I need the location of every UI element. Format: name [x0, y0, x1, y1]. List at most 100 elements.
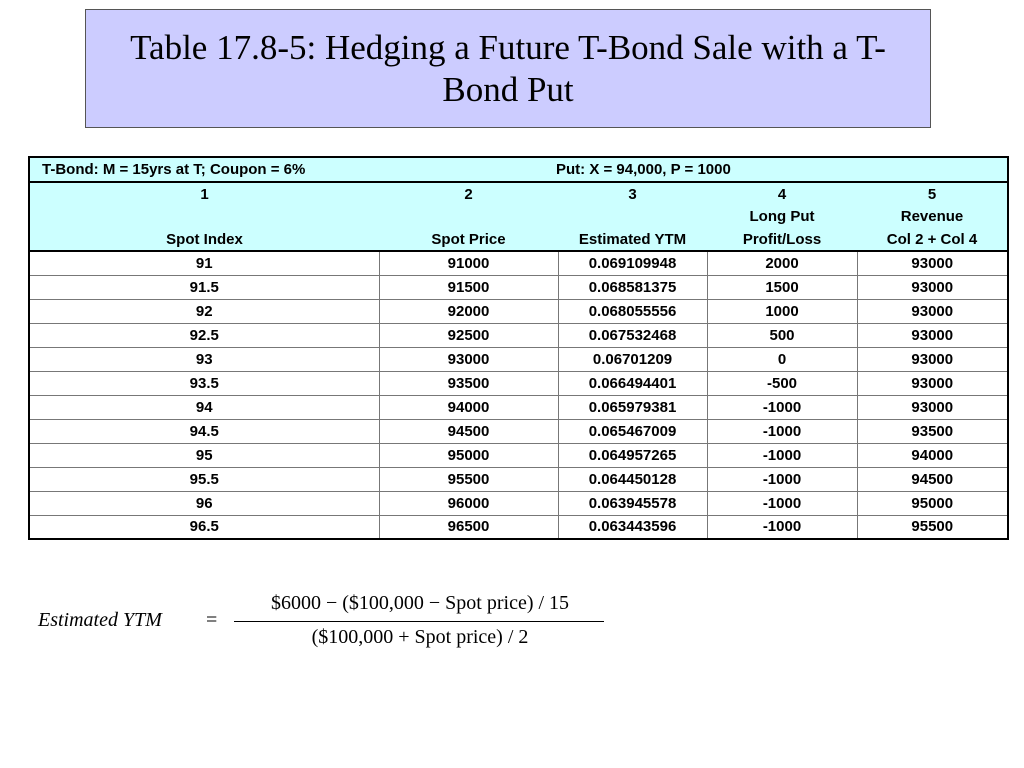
table-cell: -1000 [706, 442, 858, 468]
table-cell: 92.5 [28, 322, 380, 348]
col-header-spot-index: Spot Index [166, 230, 243, 248]
table-cell: 96000 [378, 490, 559, 516]
table-cell: 96 [28, 490, 380, 516]
table-cell: -500 [706, 370, 858, 396]
table-cell: 1500 [706, 274, 858, 300]
table-row: 93 93000 0.06701209 0 93000 [28, 346, 1009, 372]
table-cell: -1000 [706, 490, 858, 516]
table-cell: 0.063443596 [557, 514, 708, 540]
table-cell: 93000 [856, 370, 1009, 396]
table-row: 96 96000 0.063945578 -1000 95000 [28, 490, 1009, 516]
fraction-bar [234, 621, 604, 622]
table-cell: 92000 [378, 298, 559, 324]
table-cell: 0.068581375 [557, 274, 708, 300]
table-row: 96.5 96500 0.063443596 -1000 95500 [28, 514, 1009, 540]
col-header-revenue: Col 2 + Col 4 [886, 230, 978, 248]
table-cell: 93000 [856, 274, 1009, 300]
table-cell: -1000 [706, 514, 858, 540]
table-cell: 95000 [378, 442, 559, 468]
bond-info: T-Bond: M = 15yrs at T; Coupon = 6% [42, 161, 306, 178]
table-body: 91 91000 0.069109948 2000 93000 91.5 91500 0.06… [28, 250, 1009, 540]
table-cell: 0.065979381 [557, 394, 708, 420]
table-cell: 94500 [378, 418, 559, 444]
table-row: 91.5 91500 0.068581375 1500 93000 [28, 274, 1009, 300]
table-cell: 0.063945578 [557, 490, 708, 516]
table-row: 91 91000 0.069109948 2000 93000 [28, 250, 1009, 276]
table-cell: 0 [706, 346, 858, 372]
col-header-1-line1 [29, 205, 379, 228]
table-cell: 0.067532468 [557, 322, 708, 348]
ytm-formula: Estimated YTM = $6000 − ($100,000 − Spot… [38, 588, 618, 656]
formula-lhs: Estimated YTM [38, 609, 162, 631]
hedging-table: T-Bond: M = 15yrs at T; Coupon = 6% Put:… [28, 156, 1009, 540]
table-cell: 93500 [378, 370, 559, 396]
table-header: T-Bond: M = 15yrs at T; Coupon = 6% Put:… [29, 157, 1009, 251]
col-number-2: 2 [464, 185, 473, 203]
table-cell: 95 [28, 442, 380, 468]
col-header-3-line1 [558, 205, 707, 228]
table-cell: 0.064450128 [557, 466, 708, 492]
table-cell: 96500 [378, 514, 559, 540]
table-cell: -1000 [706, 466, 858, 492]
table-cell: 91000 [378, 250, 559, 276]
put-info: Put: X = 94,000, P = 1000 [556, 157, 1008, 182]
col-number-4: 4 [777, 185, 787, 203]
table-cell: 93000 [856, 322, 1009, 348]
table-cell: 91 [28, 250, 380, 276]
table-cell: 93000 [856, 298, 1009, 324]
table-row: 92.5 92500 0.067532468 500 93000 [28, 322, 1009, 348]
table-cell: 0.065467009 [557, 418, 708, 444]
col-number-3: 3 [628, 185, 637, 203]
table-cell: 95000 [856, 490, 1009, 516]
table-cell: 92 [28, 298, 380, 324]
table-row: 95.5 95500 0.064450128 -1000 94500 [28, 466, 1009, 492]
table-cell: 93500 [856, 418, 1009, 444]
table-cell: 94000 [378, 394, 559, 420]
table-row: 94.5 94500 0.065467009 -1000 93500 [28, 418, 1009, 444]
col-number-5: 5 [927, 185, 937, 203]
table-row: 92 92000 0.068055556 1000 93000 [28, 298, 1009, 324]
table-cell: 500 [706, 322, 858, 348]
col-header-2-line1 [379, 205, 558, 228]
table-cell: 91.5 [28, 274, 380, 300]
table-cell: 94500 [856, 466, 1009, 492]
table-cell: 95500 [856, 514, 1009, 540]
table-cell: 0.06701209 [557, 346, 708, 372]
table-cell: 95.5 [28, 466, 380, 492]
put-info-text: Put: X = 94,000, P = 1000 [556, 161, 731, 178]
table-cell: 2000 [706, 250, 858, 276]
table-cell: 94.5 [28, 418, 380, 444]
table-cell: 94 [28, 394, 380, 420]
formula-numerator: $6000 − ($100,000 − Spot price) / 15 [270, 592, 570, 614]
col-number-1: 1 [200, 185, 209, 203]
table-cell: 94000 [856, 442, 1009, 468]
formula-equals: = [206, 609, 218, 631]
table-cell: 0.064957265 [557, 442, 708, 468]
table-cell: 93000 [378, 346, 559, 372]
table-cell: -1000 [706, 394, 858, 420]
table-row: 93.5 93500 0.066494401 -500 93000 [28, 370, 1009, 396]
col-header-4-line1: Long Put [749, 208, 815, 225]
table-cell: 93000 [856, 394, 1009, 420]
table-cell: 93000 [856, 346, 1009, 372]
table-cell: 93 [28, 346, 380, 372]
table-cell: 1000 [706, 298, 858, 324]
table-cell: 91500 [378, 274, 559, 300]
slide-title: Table 17.8-5: Hedging a Future T-Bond Sa… [85, 9, 931, 128]
table-cell: 0.066494401 [557, 370, 708, 396]
table-cell: -1000 [706, 418, 858, 444]
col-header-profit-loss: Profit/Loss [742, 230, 822, 248]
table-cell: 93000 [856, 250, 1009, 276]
table-cell: 93.5 [28, 370, 380, 396]
col-header-5-line1: Revenue [900, 208, 964, 225]
table-cell: 96.5 [28, 514, 380, 540]
table-cell: 0.069109948 [557, 250, 708, 276]
table-row: 94 94000 0.065979381 -1000 93000 [28, 394, 1009, 420]
col-header-estimated-ytm: Estimated YTM [578, 230, 687, 248]
table-row: 95 95000 0.064957265 -1000 94000 [28, 442, 1009, 468]
table-cell: 0.068055556 [557, 298, 708, 324]
formula-denominator: ($100,000 + Spot price) / 2 [311, 626, 529, 648]
table-cell: 95500 [378, 466, 559, 492]
col-header-spot-price: Spot Price [431, 230, 506, 248]
table-cell: 92500 [378, 322, 559, 348]
